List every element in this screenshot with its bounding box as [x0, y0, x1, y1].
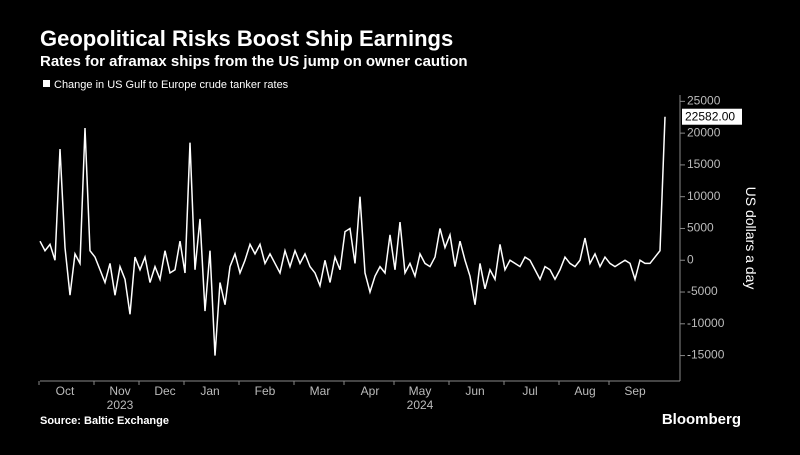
y-tick-label: 20000 [687, 125, 721, 139]
y-tick-label: 10000 [687, 189, 721, 203]
y-tick-label: -10000 [687, 316, 725, 330]
legend-swatch [43, 80, 50, 87]
x-tick-label: Jun [465, 384, 484, 398]
x-year-label: 2023 [107, 398, 134, 412]
chart-subtitle: Rates for aframax ships from the US jump… [40, 53, 468, 70]
y-tick-label: 15000 [687, 157, 721, 171]
y-axis-label: US dollars a day [743, 187, 759, 290]
y-tick-label: -15000 [687, 348, 725, 362]
value-label-box [682, 108, 742, 125]
y-tick-label: 25000 [687, 94, 721, 108]
chart-title: Geopolitical Risks Boost Ship Earnings [40, 26, 453, 51]
x-tick-label: May [409, 384, 432, 398]
y-tick-label: -5000 [687, 284, 718, 298]
y-tick-label: 0 [687, 252, 694, 266]
line [39, 116, 666, 356]
x-tick-label: Jan [200, 384, 219, 398]
legend-label: Change in US Gulf to Europe crude tanker… [54, 79, 289, 91]
x-tick-label: Jul [522, 384, 537, 398]
x-tick-label: Dec [154, 384, 175, 398]
x-tick-label: Sep [624, 384, 646, 398]
x-tick-label: Oct [56, 384, 75, 398]
value-label: 22582.00 [685, 110, 735, 124]
x-tick-label: Apr [361, 384, 380, 398]
source: Source: Baltic Exchange [40, 415, 169, 427]
x-tick-label: Feb [255, 384, 276, 398]
y-tick-label: 5000 [687, 221, 714, 235]
x-tick-label: Nov [109, 384, 130, 398]
x-tick-label: Mar [310, 384, 331, 398]
x-tick-label: Aug [574, 384, 595, 398]
x-year-label: 2024 [407, 398, 434, 412]
brand: Bloomberg [662, 411, 741, 428]
